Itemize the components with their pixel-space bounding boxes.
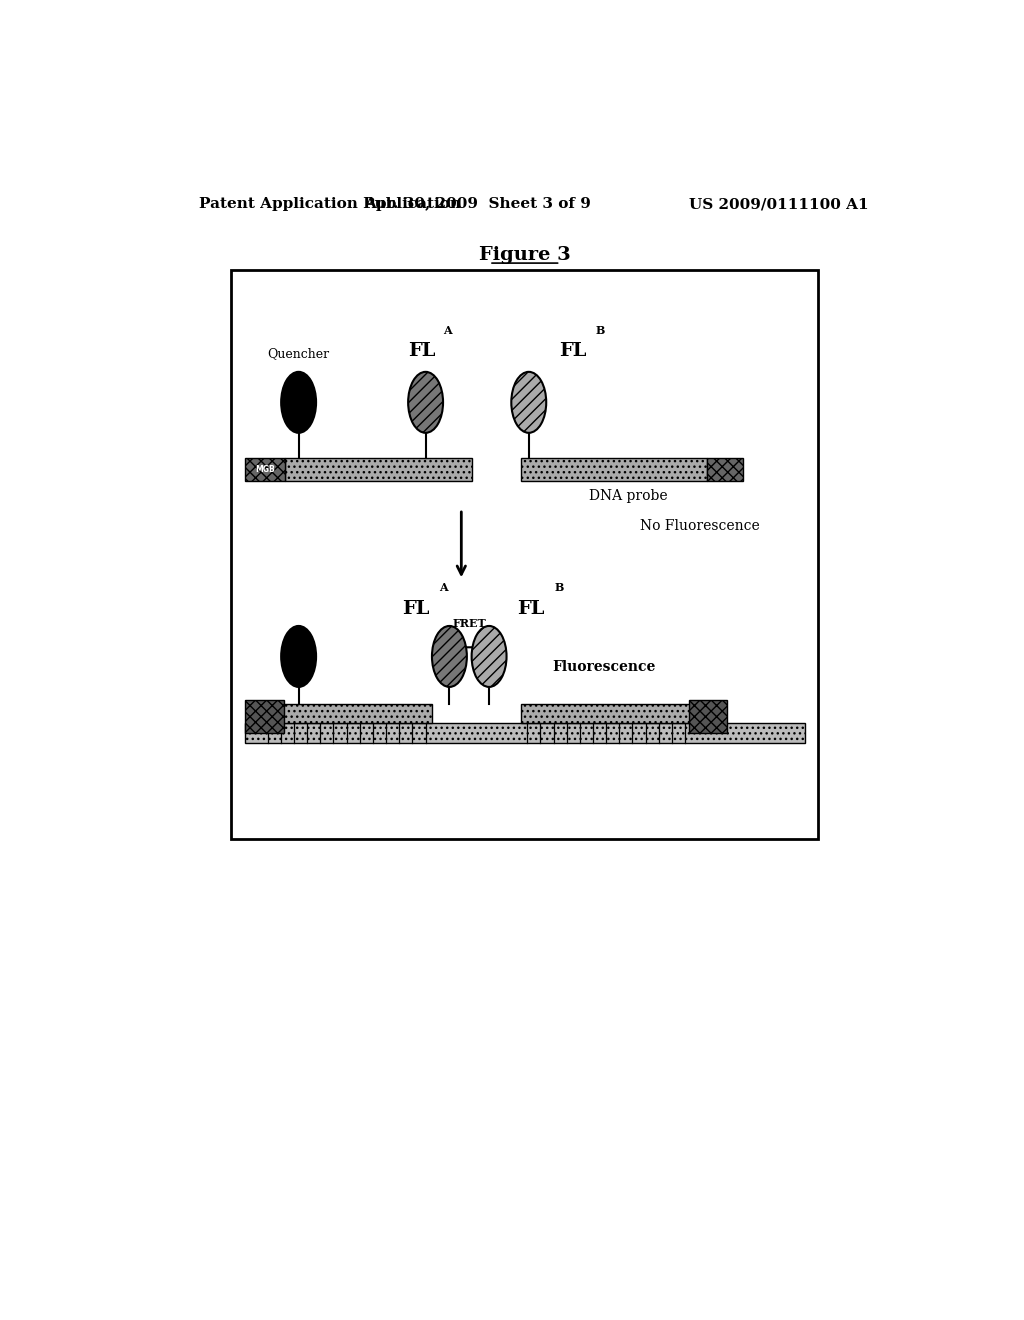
- Bar: [521, 704, 691, 722]
- Bar: [261, 704, 432, 722]
- Ellipse shape: [472, 626, 507, 686]
- Text: Apr. 30, 2009  Sheet 3 of 9: Apr. 30, 2009 Sheet 3 of 9: [364, 197, 591, 211]
- Text: FL: FL: [517, 599, 544, 618]
- Text: Quencher: Quencher: [267, 347, 330, 359]
- Bar: [231, 271, 818, 840]
- Text: B: B: [554, 582, 563, 594]
- Ellipse shape: [409, 372, 443, 433]
- Text: FL: FL: [559, 342, 586, 359]
- Bar: [521, 458, 708, 480]
- Text: A: A: [438, 582, 447, 594]
- Bar: [689, 700, 727, 733]
- Ellipse shape: [282, 626, 316, 686]
- Text: US 2009/0111100 A1: US 2009/0111100 A1: [689, 197, 868, 211]
- Bar: [246, 700, 284, 733]
- Bar: [708, 458, 743, 480]
- Text: B: B: [596, 325, 605, 337]
- Text: A: A: [442, 325, 452, 337]
- Bar: [285, 458, 472, 480]
- Text: FL: FL: [402, 599, 430, 618]
- Text: FL: FL: [408, 342, 435, 359]
- Ellipse shape: [432, 626, 467, 686]
- Text: Patent Application Publication: Patent Application Publication: [200, 197, 462, 211]
- Text: MGB: MGB: [255, 465, 275, 474]
- Text: FRET: FRET: [453, 618, 486, 630]
- Bar: [246, 722, 805, 743]
- Text: DNA probe: DNA probe: [589, 488, 668, 503]
- Ellipse shape: [511, 372, 546, 433]
- Text: No Fluorescence: No Fluorescence: [640, 519, 759, 533]
- Text: Fluorescence: Fluorescence: [553, 660, 655, 673]
- Ellipse shape: [282, 372, 316, 433]
- Text: Figure 3: Figure 3: [479, 246, 570, 264]
- Bar: [246, 458, 285, 480]
